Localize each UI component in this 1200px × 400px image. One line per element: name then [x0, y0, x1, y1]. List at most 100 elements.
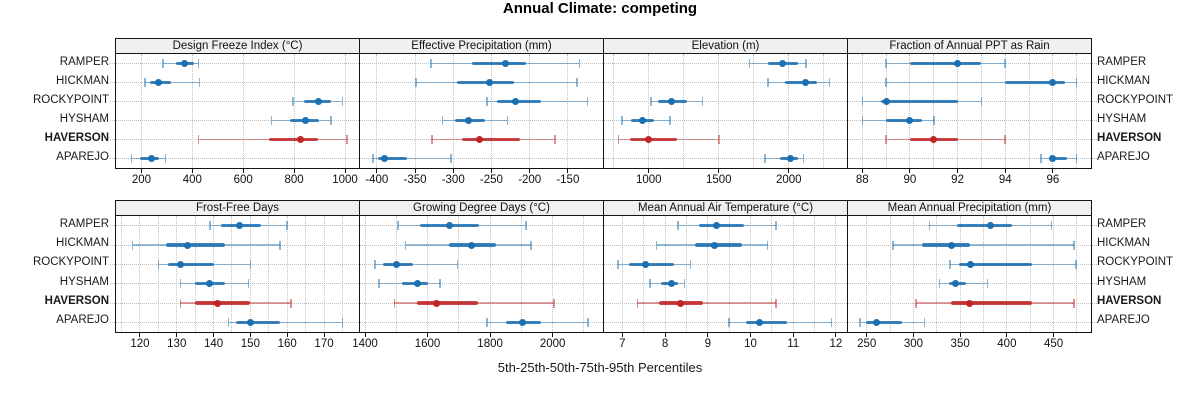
v-gridline	[1028, 54, 1030, 168]
v-gridline	[1053, 216, 1055, 332]
iqr-bar	[950, 301, 1033, 305]
v-gridline	[936, 216, 938, 332]
v-gridline	[683, 54, 685, 168]
whisker-cap	[766, 240, 769, 250]
axis-tick	[249, 333, 251, 337]
site-label-left: HAVERSON	[44, 131, 109, 144]
whisker-cap	[270, 116, 273, 125]
gridline-stub	[110, 63, 115, 64]
site-label-left: APAREJO	[56, 150, 109, 163]
chart-caption: 5th-25th-50th-75th-95th Percentiles	[497, 360, 703, 375]
h-gridline	[604, 101, 847, 102]
axis-tick-label: 130	[167, 338, 187, 350]
gridline-stub	[1092, 244, 1097, 246]
whisker-cap	[669, 116, 671, 125]
whisker-cap	[649, 279, 651, 289]
whisker-cap	[587, 317, 589, 327]
h-gridline	[604, 82, 847, 83]
axis-tick	[529, 169, 531, 173]
whisker-cap	[892, 240, 894, 250]
whisker-cap	[439, 279, 441, 289]
site-label-right: HICKMAN	[1097, 74, 1151, 87]
axis-tick-label: 150	[240, 338, 260, 350]
axis-tick	[452, 169, 454, 173]
whisker-cap	[209, 221, 211, 231]
h-gridline	[116, 63, 359, 64]
median-dot	[951, 280, 959, 288]
panel-body	[115, 53, 360, 169]
axis-tick-label: 350	[950, 338, 970, 350]
v-gridline	[1076, 216, 1078, 332]
h-gridline	[604, 139, 847, 140]
whisker-cap	[162, 59, 164, 68]
whisker-cap	[1004, 59, 1006, 68]
site-label-left: HYSHAM	[59, 112, 109, 125]
axis-tick-label: 2000	[539, 338, 566, 350]
v-gridline	[268, 216, 270, 332]
gridline-stub	[110, 120, 115, 121]
axis-tick-label: 1000	[332, 174, 358, 186]
v-gridline	[749, 216, 751, 332]
median-dot	[930, 136, 938, 143]
h-gridline	[116, 101, 359, 102]
iqr-bar	[886, 118, 922, 123]
whisker-cap	[131, 240, 134, 250]
iqr-bar	[472, 61, 526, 66]
gridline-stub	[1092, 101, 1097, 102]
axis-tick	[552, 333, 554, 337]
axis-tick-label: 160	[277, 338, 297, 350]
axis-tick-label: 1000	[635, 174, 662, 186]
median-dot	[476, 136, 484, 143]
whisker-cap	[802, 154, 805, 163]
site-label-right: ROCKYPOINT	[1097, 256, 1174, 269]
h-gridline	[116, 120, 359, 121]
median-dot	[948, 241, 956, 249]
median-dot	[502, 60, 510, 67]
median-dot	[667, 280, 675, 288]
axis-tick-label: 300	[903, 338, 924, 350]
iqr-bar	[378, 156, 408, 161]
iqr-bar	[416, 301, 478, 305]
v-gridline	[792, 216, 794, 332]
site-label-left: ROCKYPOINT	[32, 93, 109, 106]
axis-tick	[1052, 169, 1054, 173]
v-gridline	[753, 54, 755, 168]
v-gridline	[286, 216, 288, 332]
whisker-cap	[157, 259, 160, 269]
v-gridline	[957, 54, 959, 168]
whisker-cap	[330, 116, 332, 125]
v-gridline	[293, 54, 295, 168]
whisker-cap	[130, 154, 133, 163]
h-gridline	[604, 263, 847, 265]
axis-tick	[567, 169, 569, 173]
h-gridline	[604, 63, 847, 64]
axis-tick-label: 250	[857, 338, 877, 350]
axis-tick	[866, 333, 868, 337]
h-gridline	[360, 321, 603, 323]
whisker-line	[228, 321, 343, 324]
median-dot	[468, 241, 476, 249]
axis-tick-label: 94	[998, 174, 1012, 186]
v-gridline	[980, 54, 982, 168]
v-gridline	[213, 216, 215, 332]
whisker-cap	[456, 259, 458, 269]
whisker-cap	[506, 116, 509, 125]
axis-tick-label: 96	[1046, 174, 1060, 186]
median-dot	[213, 299, 221, 307]
h-gridline	[848, 158, 1091, 159]
h-gridline	[848, 101, 1091, 102]
whisker-cap	[450, 154, 452, 163]
axis-tick	[293, 169, 295, 173]
whisker-cap	[1004, 135, 1006, 144]
median-dot	[1049, 155, 1057, 162]
axis-tick	[707, 333, 709, 337]
v-gridline	[157, 216, 159, 332]
axis-tick-label: -400	[365, 174, 389, 186]
site-label-left: HAVERSON	[44, 295, 109, 307]
v-gridline	[249, 216, 251, 332]
v-gridline	[648, 54, 650, 168]
axis-tick	[1006, 333, 1008, 337]
v-gridline	[341, 216, 343, 332]
median-dot	[314, 98, 322, 105]
